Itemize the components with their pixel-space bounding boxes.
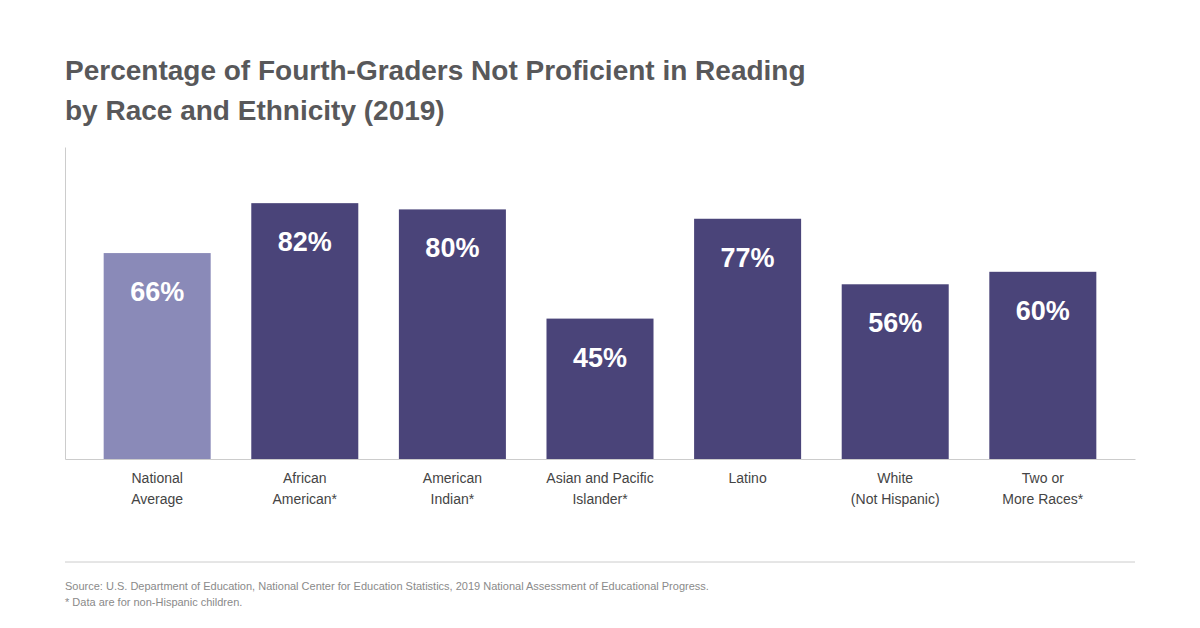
- bar: [546, 319, 653, 459]
- x-axis: National Average African American* American I…: [66, 460, 1136, 508]
- x-tick: White (Not Hispanic): [851, 470, 940, 507]
- x-tick-label-line: Average: [131, 491, 183, 507]
- x-axis-line: [66, 459, 1136, 460]
- x-tick-label-line: African: [283, 470, 327, 486]
- x-tick-label-line: National: [131, 470, 182, 486]
- x-tick: Two or More Races*: [1002, 470, 1083, 507]
- data-label: 66%: [130, 277, 184, 307]
- x-tick-label-line: American*: [272, 491, 337, 507]
- data-label: 45%: [573, 343, 627, 373]
- data-label: 56%: [868, 308, 922, 338]
- title-line: by Race and Ethnicity (2019): [65, 95, 445, 126]
- x-tick-label-line: More Races*: [1002, 491, 1083, 507]
- title: Percentage of Fourth-Graders Not Profici…: [65, 55, 806, 126]
- x-tick-label-line: Islander*: [572, 491, 628, 507]
- annotation: * Data are for non-Hispanic children.: [65, 596, 242, 608]
- x-tick-label: White (Not Hispanic): [851, 470, 940, 507]
- separator: [65, 562, 1135, 563]
- title-line: Percentage of Fourth-Graders Not Profici…: [65, 55, 806, 86]
- x-tick-label-line: Latino: [729, 470, 767, 486]
- x-tick-label-line: Two or: [1022, 470, 1064, 486]
- x-tick-label-line: Indian*: [431, 491, 475, 507]
- annotation: Source: U.S. Department of Education, Na…: [65, 580, 709, 592]
- x-tick-label-line: Asian and Pacific: [546, 470, 653, 486]
- y-axis-line: [65, 148, 66, 460]
- data-label: 77%: [721, 243, 775, 273]
- x-tick: Latino: [729, 470, 767, 486]
- x-tick-label-line: (Not Hispanic): [851, 491, 940, 507]
- x-tick: American Indian*: [423, 470, 482, 507]
- bar: [399, 209, 506, 459]
- x-tick: National Average: [131, 470, 183, 507]
- data-label: 60%: [1016, 296, 1070, 326]
- x-tick-label-line: American: [423, 470, 482, 486]
- bar: [989, 272, 1096, 459]
- bar: [251, 203, 358, 459]
- bar: [694, 219, 801, 459]
- bar: [104, 253, 211, 459]
- x-tick-label: African American*: [272, 470, 337, 507]
- x-tick: African American*: [272, 470, 337, 507]
- x-tick-label: Asian and Pacific Islander*: [546, 470, 653, 507]
- data-labels: 66% 82% 80% 45% 77% 56% 60%: [130, 227, 1070, 372]
- chart: Percentage of Fourth-Graders Not Profici…: [0, 0, 1200, 628]
- x-tick-label: Latino: [729, 470, 767, 486]
- bars: [104, 203, 1097, 459]
- x-tick: Asian and Pacific Islander*: [546, 470, 653, 507]
- data-label: 82%: [278, 227, 332, 257]
- x-tick-label: National Average: [131, 470, 183, 507]
- bar: [842, 284, 949, 459]
- data-label: 80%: [425, 233, 479, 263]
- y-axis: [65, 148, 66, 460]
- x-tick-label: American Indian*: [423, 470, 482, 507]
- x-tick-label: Two or More Races*: [1002, 470, 1083, 507]
- x-tick-label-line: White: [877, 470, 913, 486]
